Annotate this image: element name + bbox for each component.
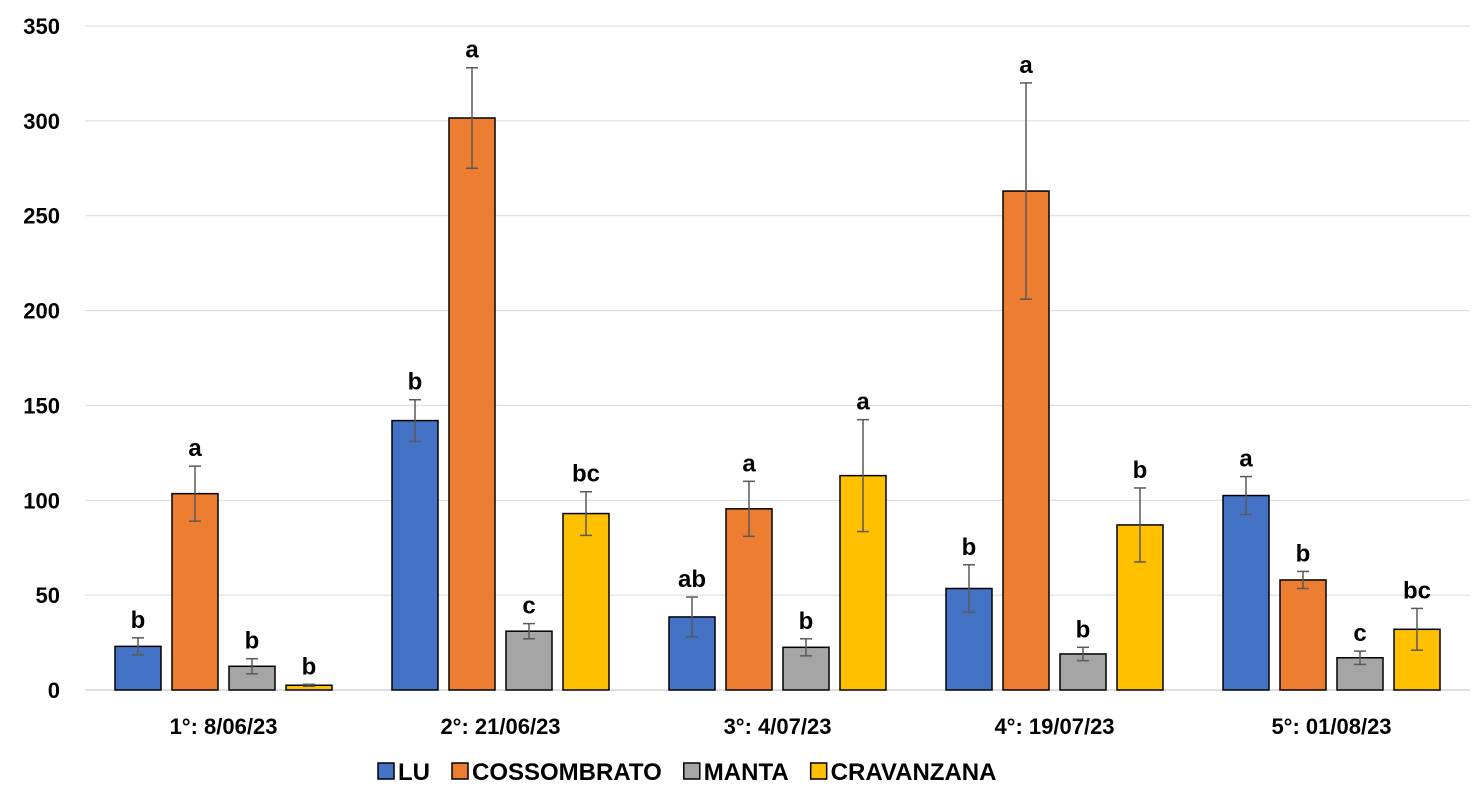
bar-manta bbox=[505, 630, 553, 691]
significance-letter: b bbox=[962, 534, 977, 561]
significance-letter: b bbox=[302, 653, 317, 680]
significance-letter: a bbox=[188, 435, 202, 462]
y-tick-label: 50 bbox=[36, 583, 60, 608]
y-tick-label: 350 bbox=[23, 14, 60, 39]
significance-letter: b bbox=[408, 369, 423, 396]
x-tick-label: 4°: 19/07/23 bbox=[994, 714, 1114, 739]
significance-letter: c bbox=[522, 593, 535, 620]
x-tick-label: 3°: 4/07/23 bbox=[724, 714, 832, 739]
significance-letter: ab bbox=[678, 566, 706, 593]
y-tick-label: 200 bbox=[23, 299, 60, 324]
x-tick-label: 1°: 8/06/23 bbox=[170, 714, 278, 739]
x-tick-label: 5°: 01/08/23 bbox=[1271, 714, 1391, 739]
significance-letter: a bbox=[465, 37, 479, 64]
bar-lu bbox=[1222, 494, 1270, 691]
y-tick-label: 250 bbox=[23, 204, 60, 229]
significance-letter: b bbox=[1133, 457, 1148, 484]
legend-item-cossombrato: COSSOMBRATO bbox=[451, 759, 662, 786]
y-tick-label: 150 bbox=[23, 393, 60, 418]
significance-letter: bc bbox=[1403, 577, 1431, 604]
y-tick-label: 100 bbox=[23, 488, 60, 513]
gridlines bbox=[85, 25, 1470, 691]
x-tick-label: 2°: 21/06/23 bbox=[440, 714, 560, 739]
legend-label: MANTA bbox=[704, 759, 789, 786]
significance-letter: c bbox=[1353, 620, 1366, 647]
legend-swatch bbox=[451, 762, 469, 780]
bar-cossombrato bbox=[171, 492, 219, 691]
significance-letter: b bbox=[799, 608, 814, 635]
y-tick-label: 300 bbox=[23, 109, 60, 134]
y-axis-ticks: 0 50 100 150 200 250 300 350 bbox=[23, 14, 60, 703]
significance-letter: a bbox=[1019, 52, 1033, 79]
legend-swatch bbox=[809, 762, 828, 780]
significance-letter: a bbox=[856, 389, 870, 416]
bar-lu bbox=[391, 419, 439, 691]
legend: LU COSSOMBRATO MANTA CRAVANZANA bbox=[377, 759, 997, 786]
legend-label: CRAVANZANA bbox=[831, 759, 997, 786]
bar-cossombrato bbox=[448, 117, 496, 691]
bar-cravanzana bbox=[562, 512, 610, 691]
significance-letter: a bbox=[1239, 446, 1253, 473]
significance-letter: bc bbox=[572, 461, 600, 488]
legend-swatch bbox=[683, 762, 701, 780]
legend-item-lu: LU bbox=[377, 759, 430, 786]
significance-letter: b bbox=[1296, 540, 1311, 567]
bar-cossombrato bbox=[1279, 579, 1327, 691]
significance-letter: b bbox=[1076, 616, 1091, 643]
legend-item-cravanzana: CRAVANZANA bbox=[809, 759, 997, 786]
x-axis: 1°: 8/06/23 2°: 21/06/23 3°: 4/07/23 4°: 19… bbox=[170, 714, 1392, 739]
y-tick-label: 0 bbox=[48, 678, 60, 703]
legend-label: COSSOMBRATO bbox=[472, 759, 662, 786]
legend-item-manta: MANTA bbox=[683, 759, 789, 786]
legend-label: LU bbox=[398, 759, 430, 786]
significance-letter: b bbox=[245, 628, 260, 655]
significance-letter: a bbox=[742, 450, 756, 477]
significance-letter: b bbox=[131, 607, 146, 634]
legend-swatch bbox=[377, 762, 395, 780]
